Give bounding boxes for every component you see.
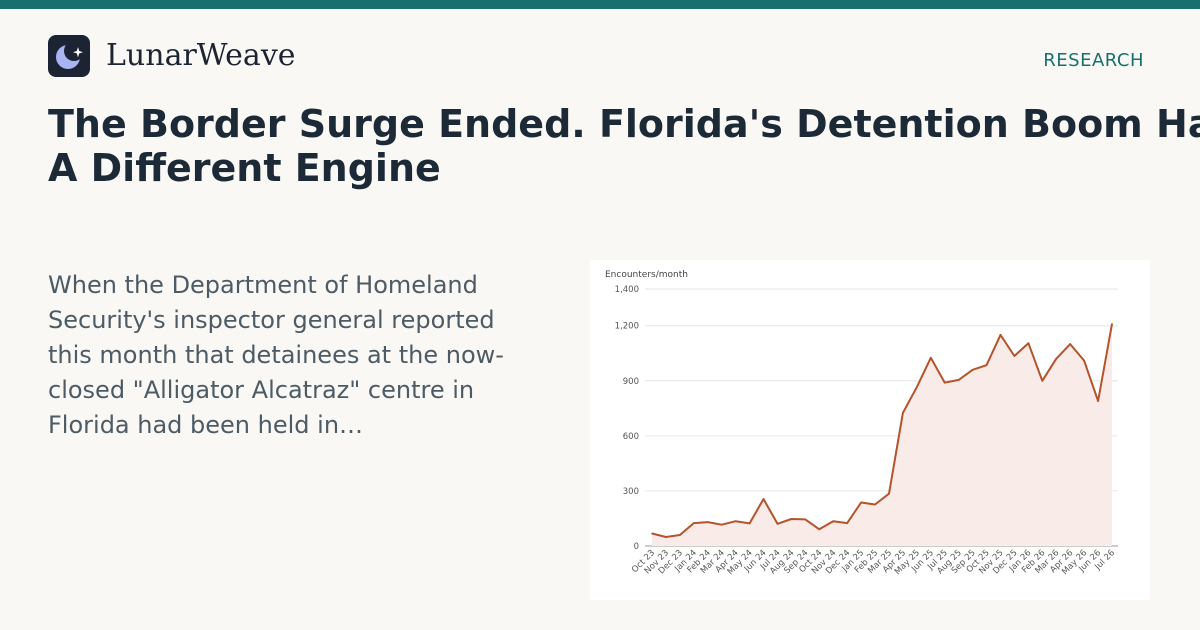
data-point <box>734 520 737 523</box>
data-point <box>679 534 681 536</box>
data-point <box>665 536 667 538</box>
data-point <box>971 368 974 371</box>
data-point <box>832 520 835 523</box>
y-tick-label: 1,200 <box>615 322 639 332</box>
top-accent-bar <box>0 0 1200 9</box>
data-point <box>1041 379 1044 382</box>
area-fill <box>652 323 1112 546</box>
data-point <box>860 501 862 504</box>
data-point <box>1083 359 1085 362</box>
data-point <box>1069 343 1071 345</box>
data-point <box>1111 323 1113 325</box>
data-point <box>762 498 765 500</box>
data-point <box>943 381 946 384</box>
data-point <box>999 334 1002 336</box>
brand-name: LunarWeave <box>106 38 296 73</box>
data-point <box>748 522 751 525</box>
y-axis-title: Encounters/month <box>605 270 688 280</box>
y-tick-label: 0 <box>634 542 639 552</box>
data-point <box>957 379 960 381</box>
y-tick-label: 600 <box>623 432 639 442</box>
series-line <box>651 323 1113 538</box>
data-point <box>916 386 918 389</box>
data-point <box>929 357 932 359</box>
data-point <box>651 532 653 535</box>
data-point <box>693 522 695 524</box>
data-point <box>888 492 890 495</box>
data-point <box>790 518 793 520</box>
section-label[interactable]: RESEARCH <box>1043 50 1144 71</box>
data-point <box>846 522 848 524</box>
brand[interactable]: LunarWeave <box>48 35 296 77</box>
headline-line-2: A Different Engine <box>48 146 441 190</box>
data-point <box>706 521 709 523</box>
data-point <box>985 364 988 366</box>
chart-card: Encounters/month 0 300 600 900 1,200 1,400 Oc… <box>590 260 1150 600</box>
y-tick-label: 900 <box>623 377 639 387</box>
data-point <box>902 412 904 414</box>
y-tick-label: 1,400 <box>615 285 639 295</box>
data-point <box>1097 400 1099 402</box>
data-point <box>720 523 723 526</box>
y-tick-label: 300 <box>623 487 639 497</box>
data-point <box>1013 355 1016 357</box>
data-point <box>776 522 779 525</box>
headline-line-1: The Border Surge Ended. Florida's Detent… <box>48 102 1200 146</box>
data-point <box>804 518 807 521</box>
data-point <box>818 528 821 531</box>
logo <box>48 35 90 77</box>
data-point <box>1027 342 1030 344</box>
article-summary: When the Department of Homeland Security… <box>48 271 504 439</box>
headline: The Border Surge Ended. Florida's Detent… <box>48 102 1200 198</box>
crescent-moon-star-icon <box>56 41 84 69</box>
data-point <box>1055 357 1058 360</box>
data-point <box>874 503 876 506</box>
